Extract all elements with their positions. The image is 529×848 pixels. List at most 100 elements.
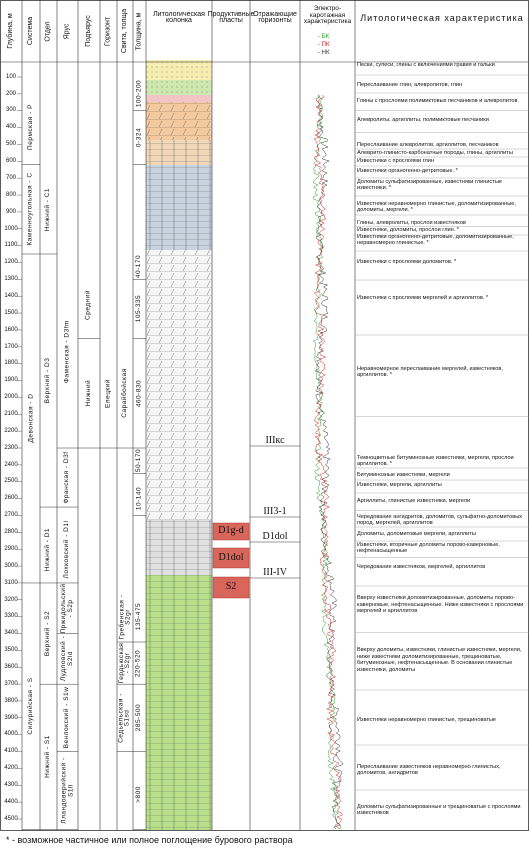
footnote: * - возможное частичное или полное погло… <box>6 834 293 845</box>
series: Нижний - D1 <box>44 527 52 571</box>
column-header: Литологическая характеристика <box>360 12 524 23</box>
lithology-pattern <box>146 80 212 95</box>
depth-label: 3800 <box>4 697 18 704</box>
suite: Гребенская - S2gr <box>117 594 131 639</box>
depth-label: 4000 <box>4 731 18 738</box>
log-legend-entry: - НК <box>318 49 330 56</box>
reflecting-horizon-label: III3-1 <box>263 505 287 517</box>
lithology-pattern <box>146 165 212 250</box>
substage: Нижний <box>84 379 92 407</box>
system: Силурийская - S <box>26 677 34 735</box>
description: Вверху доломиты, известняки, глинистые и… <box>357 647 522 673</box>
description: Известняки, доломиты, прослои глин. * <box>357 226 459 233</box>
column-header: Глубина, м <box>6 13 14 49</box>
stage: Франская - D3f <box>63 451 71 504</box>
series: Верхний - S2 <box>44 610 52 657</box>
depth-label: 2500 <box>4 478 18 485</box>
lithology-pattern <box>146 60 212 80</box>
productive-layer <box>212 547 250 569</box>
description: Глины с прослоями полимиктовых песчанико… <box>357 97 518 104</box>
log-legend-entry: - ПК <box>318 41 330 48</box>
depth-label: 4500 <box>4 815 18 822</box>
thickness: 135-475 <box>135 603 143 631</box>
lithology-pattern <box>146 140 212 165</box>
description: Доломиты сульфатизированные и трещиноват… <box>357 803 521 817</box>
description: Неравномерное переслаивание мергелей, из… <box>357 365 503 379</box>
stage: Пржидольский - S2p <box>59 583 74 634</box>
depth-label: 2300 <box>4 444 18 451</box>
thickness: 285-500 <box>135 704 143 732</box>
description: Аргиллиты, глинистые известняки, мергели <box>357 497 471 504</box>
stage: Лохковский - D1l <box>63 520 71 579</box>
depth-label: 3100 <box>4 579 18 586</box>
depth-label: 100 <box>5 73 16 80</box>
lithology-pattern <box>146 250 212 520</box>
series: Нижний - C1 <box>44 187 52 231</box>
thickness: 40-170 <box>135 255 143 279</box>
column-header: Литологическая колонка <box>153 10 205 25</box>
productive-layer <box>212 576 250 599</box>
series: Нижний - S1 <box>44 735 52 779</box>
horizon: Елецкий <box>104 378 112 408</box>
description: Известняки с прослоями мергелей и аргилл… <box>357 294 489 301</box>
log-curve <box>314 94 344 830</box>
description: Доломиты, доломитовые мергели, аргиллиты <box>357 530 476 537</box>
thickness: 10-140 <box>135 486 143 511</box>
description: Известняки органогенно-детритовые. * <box>357 167 458 174</box>
description: Переслаивание глин, алевролитов, глин <box>357 81 463 88</box>
depth-label: 3400 <box>4 630 18 637</box>
column-header: Подъярус <box>84 15 92 47</box>
suite: Сарайбойская <box>120 368 128 418</box>
depth-label: 2400 <box>4 461 18 468</box>
stage: Лудловский - S2ld <box>59 636 74 682</box>
depth-label: 700 <box>5 174 16 181</box>
description: Чередование известняков, мергелей, аргил… <box>357 563 486 570</box>
thickness: 220-520 <box>135 649 143 677</box>
stage: Венлокский - S1w <box>63 687 71 749</box>
column-header: Продуктивные пласты <box>207 10 255 25</box>
depth-label: 600 <box>5 158 16 165</box>
depth-label: 1300 <box>4 276 18 283</box>
system: Каменноугольная - C <box>26 172 34 246</box>
description: Темноцветные битуминозные известняки, ме… <box>357 454 514 468</box>
depth-label: 1200 <box>4 259 18 266</box>
reflecting-horizon-label: IIIкс <box>265 434 285 446</box>
productive-layer-label: D1g-d <box>218 525 244 537</box>
depth-label: 3900 <box>4 714 18 721</box>
depth-label: 1500 <box>4 309 18 316</box>
thickness: 105-335 <box>135 295 143 323</box>
description: Доломиты сульфатизированные, известняки … <box>357 178 502 192</box>
log-curve <box>313 94 343 830</box>
description: Алеврито-глинисто-карбонатные породы, гл… <box>357 149 513 156</box>
series: Верхний - D3 <box>44 357 52 404</box>
depth-label: 1900 <box>4 377 18 384</box>
stage: Лландоверийский - S1ll <box>59 757 74 824</box>
depth-label: 500 <box>5 141 16 148</box>
thickness: >800 <box>135 786 143 804</box>
depth-label: 2700 <box>4 512 18 519</box>
lithology-pattern <box>146 520 212 575</box>
thickness: 100-200 <box>135 80 143 108</box>
depth-label: 2100 <box>4 411 18 418</box>
description: Известняки органогенно-детритовые, долом… <box>357 233 514 247</box>
depth-label: 1100 <box>4 242 18 249</box>
depth-label: 900 <box>5 208 16 215</box>
column-header: Электро-каротажная характеристика <box>303 5 352 26</box>
depth-label: 1700 <box>4 343 18 350</box>
description: Алевролиты, аргиллиты, полимиктовые песч… <box>357 116 489 123</box>
description: Известняки с прослоями доломитов. * <box>357 258 457 265</box>
depth-label: 4300 <box>4 782 18 789</box>
depth-label: 300 <box>5 107 16 114</box>
description: Известняки неравномерно глинистые, долом… <box>357 200 516 214</box>
depth-label: 3000 <box>4 562 18 569</box>
depth-label: 3500 <box>4 647 18 654</box>
productive-layer <box>212 522 250 541</box>
depth-label: 3700 <box>4 680 18 687</box>
column-header: Отражающие горизонты <box>253 10 297 25</box>
description: Известняки, вторичные доломиты порово-ка… <box>357 541 500 555</box>
column-header: Свита, толща <box>120 8 128 54</box>
description: Известняки, мергели, аргиллиты <box>357 481 442 488</box>
column-header: Горизонт <box>104 16 112 46</box>
